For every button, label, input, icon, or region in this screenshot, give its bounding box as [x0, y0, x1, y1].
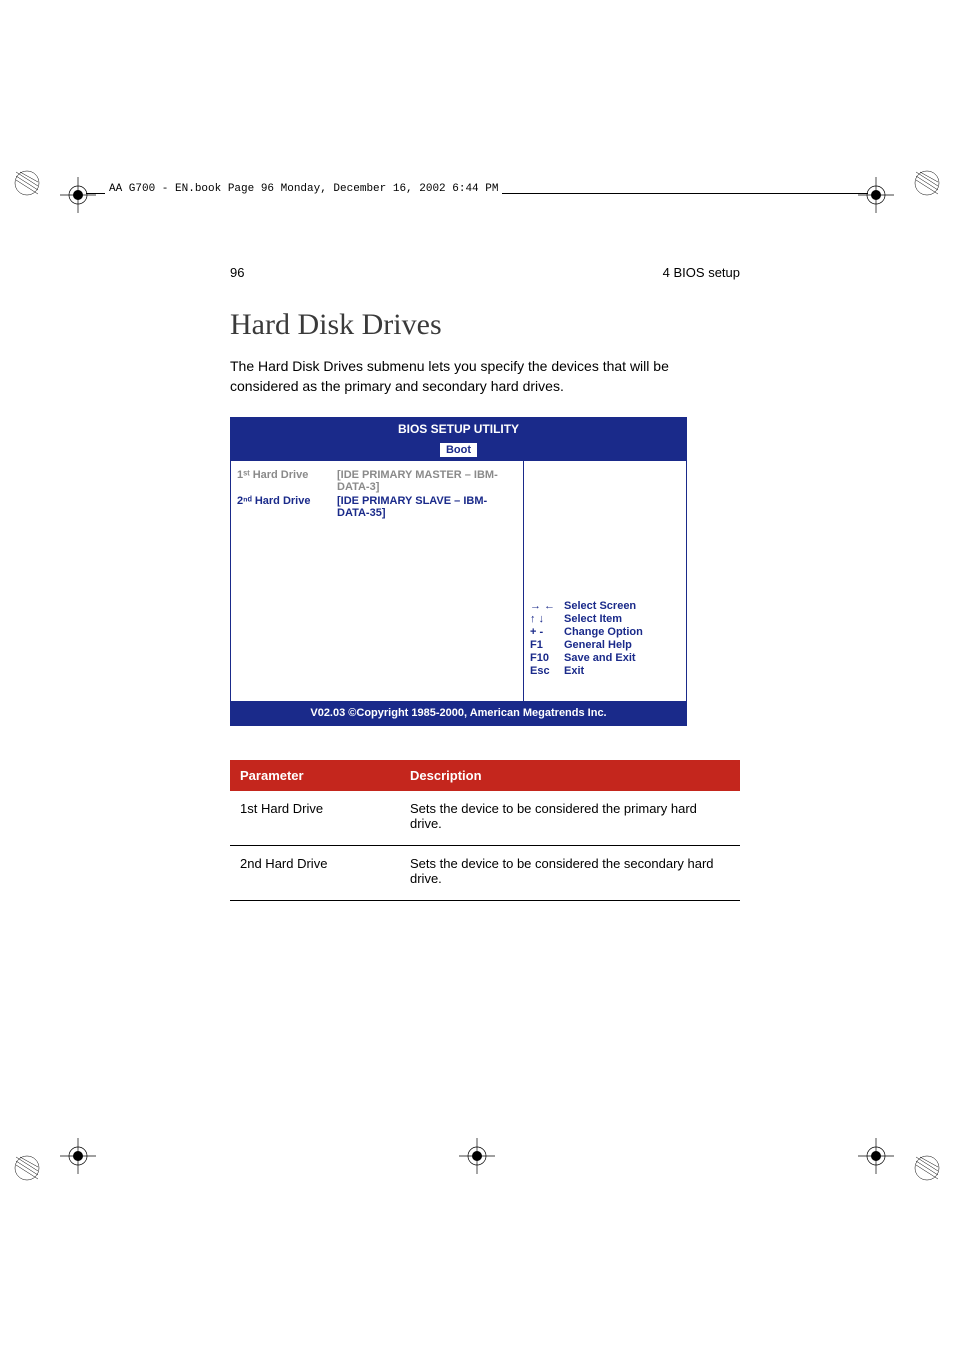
- bios-row2-value: [IDE PRIMARY SLAVE – IBM-DATA-35]: [337, 495, 517, 519]
- crosshair-mark-tl: [58, 175, 98, 215]
- table-cell-desc: Sets the device to be considered the sec…: [400, 845, 740, 900]
- bios-title: BIOS SETUP UTILITY: [231, 418, 686, 440]
- bios-footer: V02.03 ©Copyright 1985-2000, American Me…: [231, 701, 686, 725]
- crosshair-mark-bc: [457, 1136, 497, 1176]
- bios-tab-boot: Boot: [440, 443, 477, 457]
- chapter-label: 4 BIOS setup: [663, 265, 740, 280]
- register-mark-tr: [914, 170, 940, 196]
- bios-hint-val: Select Item: [564, 613, 622, 625]
- bios-hint-key: ↑ ↓: [530, 613, 564, 625]
- crosshair-mark-br: [856, 1136, 896, 1176]
- bios-hint-key: Esc: [530, 665, 564, 677]
- bios-hint-key: F1: [530, 639, 564, 651]
- bios-tab-row: Boot: [231, 440, 686, 461]
- bios-row1-value: [IDE PRIMARY MASTER – IBM-DATA-3]: [337, 469, 517, 493]
- bios-right-panel: → ←Select Screen ↑ ↓Select Item + -Chang…: [523, 461, 686, 701]
- bios-hint-key: + -: [530, 626, 564, 638]
- page-title: Hard Disk Drives: [230, 308, 740, 342]
- bios-row2-label: 2ⁿᵈ Hard Drive: [237, 495, 337, 519]
- table-row: 2nd Hard Drive Sets the device to be con…: [230, 845, 740, 900]
- bios-hint-key: F10: [530, 652, 564, 664]
- bios-row1-label: 1ˢᵗ Hard Drive: [237, 469, 337, 493]
- bios-hint-val: Save and Exit: [564, 652, 636, 664]
- bios-left-panel: 1ˢᵗ Hard Drive [IDE PRIMARY MASTER – IBM…: [231, 461, 523, 701]
- table-cell-desc: Sets the device to be considered the pri…: [400, 791, 740, 846]
- table-row: 1st Hard Drive Sets the device to be con…: [230, 791, 740, 846]
- bios-hint-val: Select Screen: [564, 600, 636, 612]
- table-cell-param: 1st Hard Drive: [230, 791, 400, 846]
- parameter-table: Parameter Description 1st Hard Drive Set…: [230, 760, 740, 901]
- table-cell-param: 2nd Hard Drive: [230, 845, 400, 900]
- book-header-text: AA G700 - EN.book Page 96 Monday, Decemb…: [105, 183, 502, 195]
- bios-hint-val: Exit: [564, 665, 584, 677]
- register-mark-br: [914, 1155, 940, 1181]
- crosshair-mark-bl: [58, 1136, 98, 1176]
- intro-paragraph: The Hard Disk Drives submenu lets you sp…: [230, 356, 740, 397]
- table-header-description: Description: [400, 760, 740, 791]
- bios-hint-val: General Help: [564, 639, 632, 651]
- register-mark-tl: [14, 170, 40, 196]
- page-number: 96: [230, 265, 244, 280]
- bios-hint-key: → ←: [530, 600, 564, 612]
- bios-screenshot: BIOS SETUP UTILITY Boot 1ˢᵗ Hard Drive […: [230, 417, 687, 726]
- register-mark-bl: [14, 1155, 40, 1181]
- bios-hint-val: Change Option: [564, 626, 643, 638]
- crosshair-mark-tr: [856, 175, 896, 215]
- table-header-parameter: Parameter: [230, 760, 400, 791]
